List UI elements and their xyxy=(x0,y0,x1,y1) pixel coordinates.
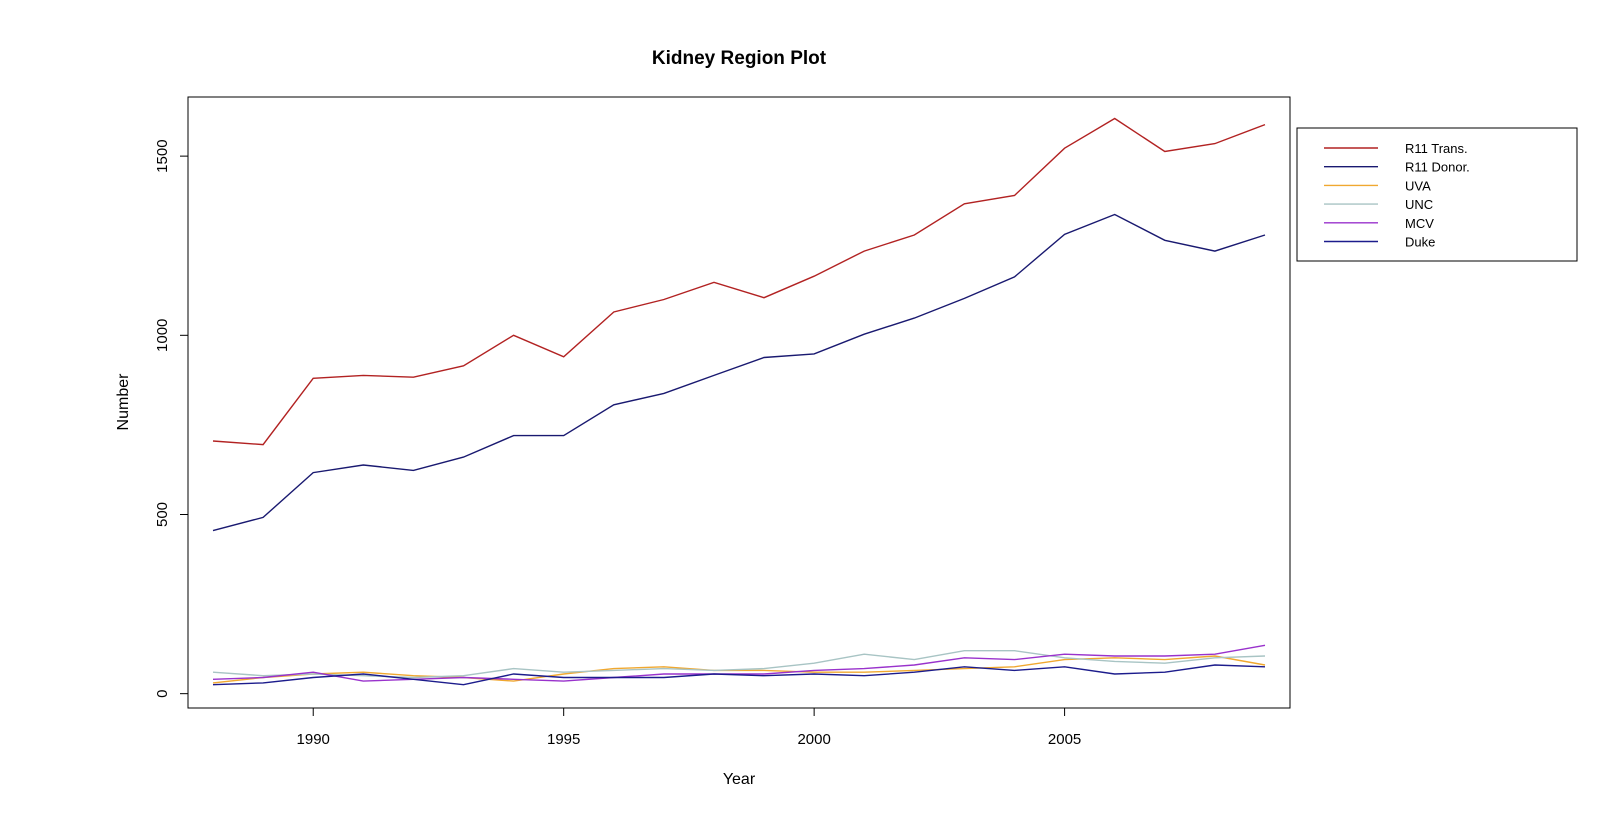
x-tick-label: 2005 xyxy=(1048,731,1081,748)
legend-label-mcv: MCV xyxy=(1405,216,1434,231)
y-axis-label: Number xyxy=(115,373,132,431)
legend-label-r11-donor: R11 Donor. xyxy=(1405,160,1470,175)
legend-box xyxy=(1296,127,1578,262)
chart-title: Kidney Region Plot xyxy=(652,48,827,69)
y-tick-label: 0 xyxy=(154,689,171,697)
plot-frame xyxy=(187,96,1291,709)
y-tick-label: 1500 xyxy=(154,139,171,172)
legend: R11 Trans. R11 Donor. UVA UNC MCV Duke xyxy=(1296,127,1578,262)
x-axis: 1990 1995 2000 2005 xyxy=(297,707,1081,748)
series-line-uva xyxy=(212,655,1266,684)
x-tick-label: 1990 xyxy=(297,731,330,748)
y-tick-label: 500 xyxy=(154,502,171,527)
series-line-mcv xyxy=(212,644,1266,682)
x-tick-label: 1995 xyxy=(547,731,580,748)
series-line-r11-trans xyxy=(212,117,1266,446)
y-tick-label: 1000 xyxy=(154,319,171,352)
x-tick-label: 2000 xyxy=(797,731,830,748)
legend-label-uva: UVA xyxy=(1405,178,1431,193)
legend-label-duke: Duke xyxy=(1405,235,1435,250)
y-axis: 0 500 1000 1500 xyxy=(154,139,189,698)
legend-label-unc: UNC xyxy=(1405,197,1433,212)
series-line-r11-donor xyxy=(212,213,1266,532)
legend-label-r11-trans: R11 Trans. xyxy=(1405,141,1468,156)
series-group xyxy=(212,117,1266,686)
series-line-duke xyxy=(212,664,1266,686)
x-axis-label: Year xyxy=(723,771,756,788)
